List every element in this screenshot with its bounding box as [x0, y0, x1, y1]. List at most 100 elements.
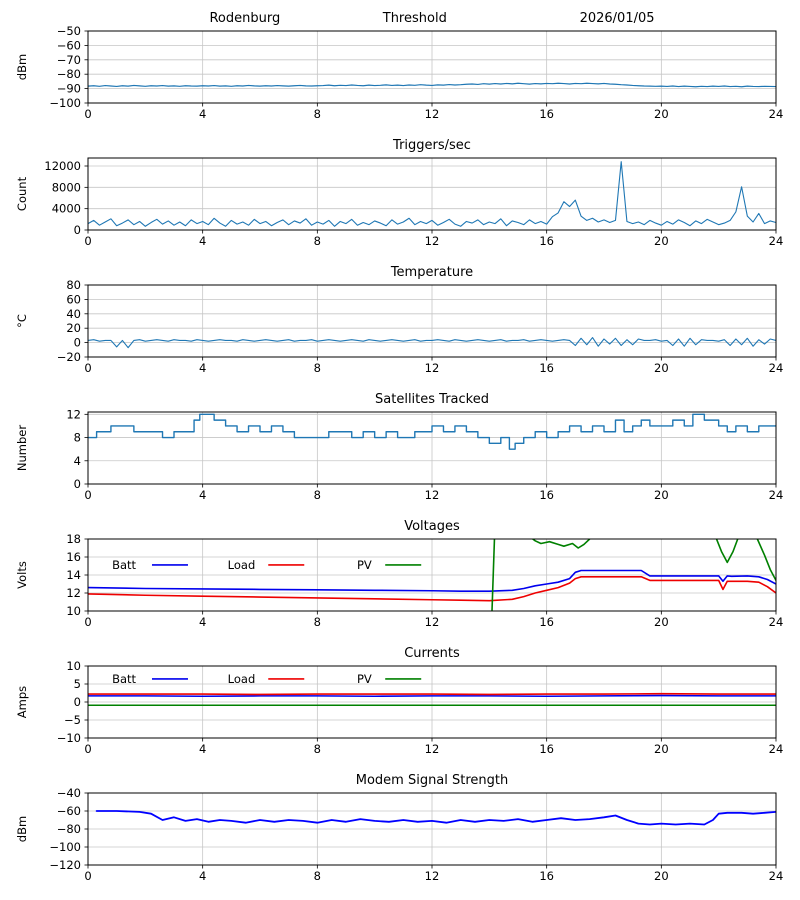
series-group [95, 810, 776, 826]
x-tick-label: 16 [539, 742, 554, 756]
y-tick-label: −80 [57, 822, 81, 836]
y-tick-label: 80 [66, 278, 81, 292]
legend-label-batt: Batt [112, 672, 136, 686]
x-tick-label: 24 [769, 234, 784, 248]
x-tick-label: 24 [769, 742, 784, 756]
grid [87, 665, 777, 739]
legend-label-pv: PV [357, 558, 372, 572]
chart-modem: 0 4 8 12 16 20 24 −120 −100 −80 −60 −40 Modem Signal… [15, 773, 784, 883]
ticks [84, 792, 777, 869]
y-tick-label: 8 [74, 431, 81, 445]
chart-title: Modem Signal Strength [356, 773, 509, 788]
grid [87, 30, 777, 104]
series-group [88, 692, 776, 707]
chart-title: Threshold [382, 11, 447, 26]
series-signal-dbm [88, 82, 776, 88]
y-tick-label: −60 [57, 804, 81, 818]
x-tick-label: 0 [84, 869, 91, 883]
series-temperature-c [88, 337, 776, 349]
ticks [84, 413, 777, 488]
x-tick-label: 0 [84, 488, 91, 502]
y-tick-label: −10 [57, 731, 81, 745]
x-tick-label: 16 [539, 615, 554, 629]
x-tick-label: 12 [425, 234, 440, 248]
y-tick-label: 40 [66, 307, 81, 321]
y-tick-label: −20 [57, 350, 81, 364]
chart-triggers: 0 4 8 12 16 20 24 0 4000 8000 12000 Triggers/sec Cou… [15, 138, 784, 248]
chart-title: Voltages [404, 519, 460, 534]
y-axis-label: Amps [15, 686, 29, 718]
y-tick-label: 4000 [52, 202, 81, 216]
chart-title: Triggers/sec [392, 138, 471, 153]
x-tick-label: 16 [539, 488, 554, 502]
chart-title: Temperature [390, 265, 473, 280]
y-tick-label: −50 [57, 24, 81, 38]
x-tick-label: 20 [654, 742, 669, 756]
x-tick-label: 12 [425, 361, 440, 375]
series-batt-amps [88, 694, 776, 698]
x-tick-label: 20 [654, 361, 669, 375]
series-group [88, 413, 776, 450]
y-tick-label: 14 [66, 568, 81, 582]
legend-label-pv: PV [357, 672, 372, 686]
x-tick-label: 16 [539, 107, 554, 121]
y-tick-label: −120 [49, 858, 81, 872]
x-tick-label: 0 [84, 234, 91, 248]
x-tick-label: 8 [314, 488, 321, 502]
ticks [84, 538, 777, 615]
x-tick-label: 0 [84, 107, 91, 121]
x-tick-label: 12 [425, 488, 440, 502]
grid [87, 158, 777, 231]
series-load-amps [88, 692, 776, 696]
chart-satellites: 0 4 8 12 16 20 24 0 4 8 12 Satellites Tracked Number [15, 392, 784, 502]
ticks [84, 284, 777, 361]
chart-title: Currents [404, 646, 460, 661]
y-axis-label: dBm [15, 54, 29, 80]
grid [87, 284, 777, 358]
y-tick-label: 18 [66, 532, 81, 546]
x-tick-label: 4 [199, 361, 206, 375]
chart-title: Rodenburg [209, 11, 280, 26]
legend-label-load: Load [228, 672, 256, 686]
x-tick-label: 24 [769, 869, 784, 883]
y-tick-label: 10 [66, 659, 81, 673]
x-tick-label: 16 [539, 361, 554, 375]
x-tick-label: 8 [314, 234, 321, 248]
x-tick-label: 24 [769, 488, 784, 502]
y-axis-label: Count [15, 176, 29, 211]
x-tick-label: 20 [654, 107, 669, 121]
series-load-volts [88, 576, 776, 602]
x-tick-label: 0 [84, 361, 91, 375]
x-tick-label: 8 [314, 107, 321, 121]
x-tick-label: 12 [425, 107, 440, 121]
ticks [84, 30, 777, 107]
ticks [84, 665, 777, 742]
y-tick-label: −100 [49, 96, 81, 110]
y-tick-label: 20 [66, 321, 81, 335]
ticks [84, 165, 777, 234]
y-tick-label: 60 [66, 292, 81, 306]
y-axis-label: Volts [15, 561, 29, 589]
y-tick-label: −60 [57, 38, 81, 52]
y-tick-label: −90 [57, 82, 81, 96]
series-group [88, 82, 776, 88]
y-tick-label: −5 [64, 713, 81, 727]
series-modem-rssi [95, 810, 776, 826]
y-tick-label: 12 [66, 407, 81, 421]
y-tick-label: −80 [57, 67, 81, 81]
series-group [88, 337, 776, 349]
y-tick-label: 16 [66, 550, 81, 564]
y-tick-label: 8000 [52, 180, 81, 194]
x-tick-label: 24 [769, 361, 784, 375]
x-tick-label: 0 [84, 615, 91, 629]
y-tick-label: 12 [66, 586, 81, 600]
y-axis-label: Number [15, 425, 29, 471]
chart-title: Satellites Tracked [375, 392, 489, 407]
x-tick-label: 8 [314, 742, 321, 756]
y-tick-label: −100 [49, 840, 81, 854]
x-tick-label: 8 [314, 869, 321, 883]
x-tick-label: 16 [539, 234, 554, 248]
y-tick-label: 12000 [44, 159, 81, 173]
series-group [88, 161, 776, 227]
